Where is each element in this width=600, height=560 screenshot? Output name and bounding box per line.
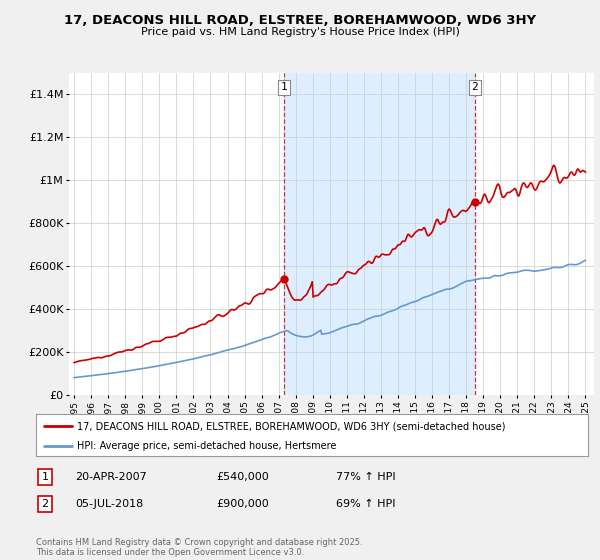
- Text: Price paid vs. HM Land Registry's House Price Index (HPI): Price paid vs. HM Land Registry's House …: [140, 27, 460, 37]
- Text: £900,000: £900,000: [216, 499, 269, 509]
- Text: 69% ↑ HPI: 69% ↑ HPI: [336, 499, 395, 509]
- Text: 05-JUL-2018: 05-JUL-2018: [75, 499, 143, 509]
- Text: 1: 1: [41, 472, 49, 482]
- Text: 77% ↑ HPI: 77% ↑ HPI: [336, 472, 395, 482]
- Text: 20-APR-2007: 20-APR-2007: [75, 472, 147, 482]
- Text: 17, DEACONS HILL ROAD, ELSTREE, BOREHAMWOOD, WD6 3HY (semi-detached house): 17, DEACONS HILL ROAD, ELSTREE, BOREHAMW…: [77, 421, 506, 431]
- Text: 2: 2: [41, 499, 49, 509]
- Text: £540,000: £540,000: [216, 472, 269, 482]
- Bar: [284, 73, 475, 395]
- Text: 2: 2: [472, 82, 478, 92]
- Text: 17, DEACONS HILL ROAD, ELSTREE, BOREHAMWOOD, WD6 3HY: 17, DEACONS HILL ROAD, ELSTREE, BOREHAMW…: [64, 14, 536, 27]
- Text: Contains HM Land Registry data © Crown copyright and database right 2025.
This d: Contains HM Land Registry data © Crown c…: [36, 538, 362, 557]
- Text: HPI: Average price, semi-detached house, Hertsmere: HPI: Average price, semi-detached house,…: [77, 441, 337, 451]
- Text: 1: 1: [281, 82, 287, 92]
